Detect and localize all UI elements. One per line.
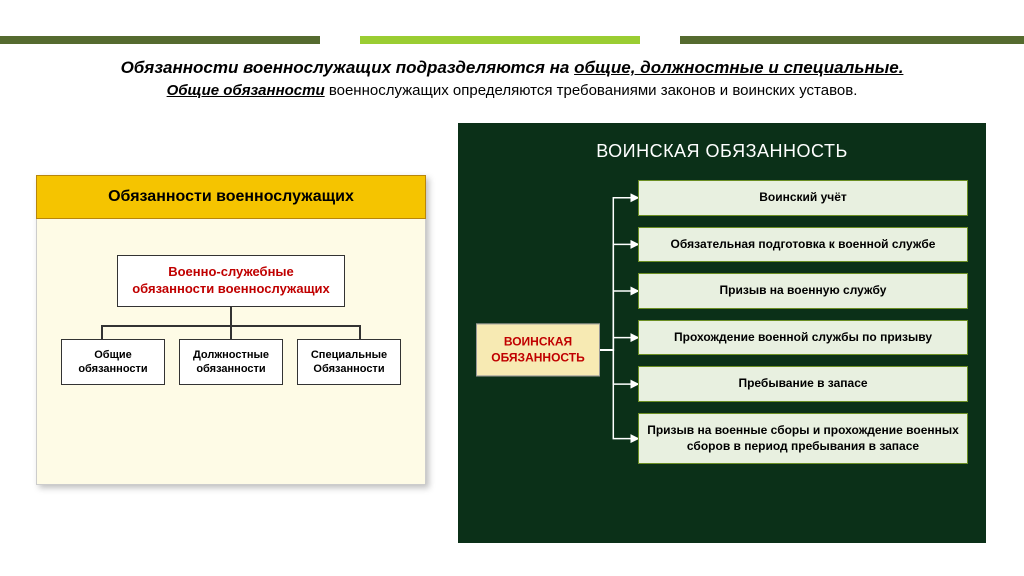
right-connectors	[600, 180, 638, 520]
heading-line2-bold: Общие обязанности	[167, 82, 325, 99]
accent-bar	[640, 36, 680, 44]
right-root-box: ВОИНСКАЯОБЯЗАННОСТЬ	[476, 323, 600, 376]
right-panel: ВОИНСКАЯ ОБЯЗАННОСТЬ ВОИНСКАЯОБЯЗАННОСТЬ…	[458, 123, 986, 543]
tree-child-box: СпециальныеОбязанности	[297, 339, 401, 386]
tree-connector-horizontal	[101, 325, 361, 327]
tree-child-box: Общиеобязанности	[61, 339, 165, 386]
accent-bar	[680, 36, 1024, 44]
right-body: ВОИНСКАЯОБЯЗАННОСТЬ Воинский учёт Обязате…	[476, 180, 968, 520]
right-item-box: Воинский учёт	[638, 180, 968, 216]
tree-child-box: Должностныеобязанности	[179, 339, 283, 386]
tree-root-box: Военно-служебныеобязанности военнослужащ…	[117, 255, 345, 307]
accent-bar	[320, 36, 360, 44]
right-item-box: Прохождение военной службы по призыву	[638, 320, 968, 356]
right-item-box: Пребывание в запасе	[638, 366, 968, 402]
heading-line1-underlined: общие, должностные и специальные.	[574, 58, 903, 77]
accent-bar	[360, 36, 640, 44]
accent-bar	[0, 36, 320, 44]
heading-line2-rest: военнослужащих определяются требованиями…	[325, 82, 858, 99]
content-row: Обязанности военнослужащих Военно-служеб…	[0, 105, 1024, 543]
right-item-box: Обязательная подготовка к военной службе	[638, 227, 968, 263]
heading-line1-prefix: Обязанности военнослужащих подразделяютс…	[121, 58, 575, 77]
right-title: ВОИНСКАЯ ОБЯЗАННОСТЬ	[476, 141, 968, 162]
tree-connector-vertical	[230, 307, 232, 325]
top-accent-bars	[0, 36, 1024, 44]
left-panel: Обязанности военнослужащих Военно-служеб…	[36, 175, 426, 485]
right-item-box: Призыв на военную службу	[638, 273, 968, 309]
right-item-box: Призыв на военные сборы и прохождение во…	[638, 413, 968, 464]
left-header: Обязанности военнослужащих	[36, 175, 426, 219]
right-items-column: Воинский учёт Обязательная подготовка к в…	[638, 180, 968, 464]
left-tree: Военно-служебныеобязанности военнослужащ…	[37, 219, 425, 395]
tree-children-row: Общиеобязанности Должностныеобязанности Сп…	[53, 339, 409, 386]
page-heading: Обязанности военнослужащих подразделяютс…	[0, 0, 1024, 105]
